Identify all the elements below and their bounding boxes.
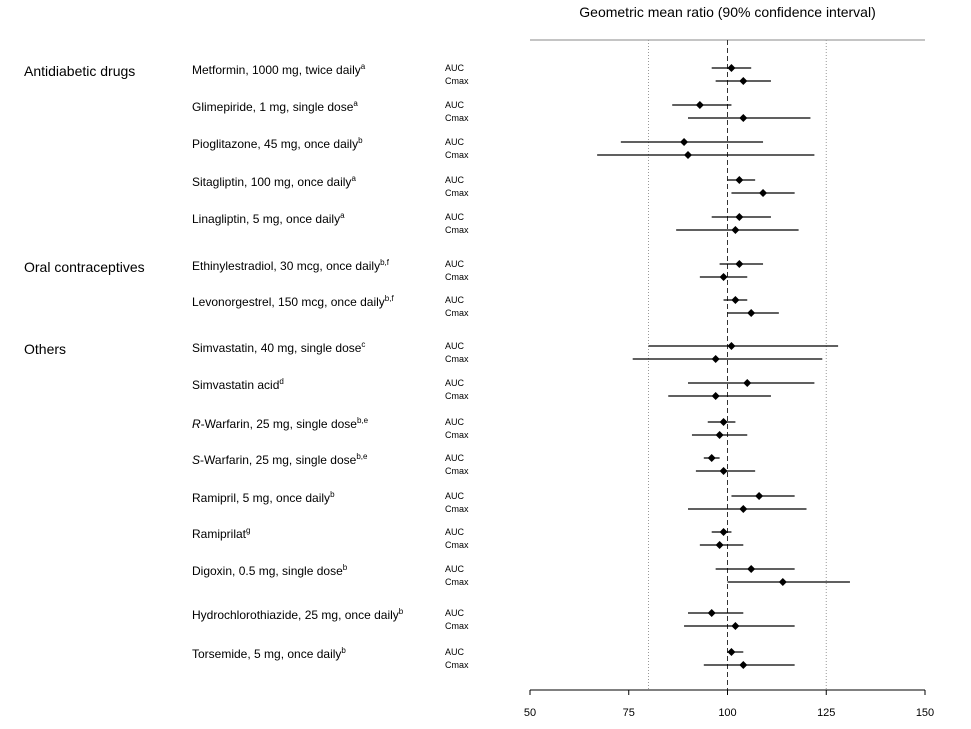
point-estimate-auc	[695, 101, 704, 109]
drug-label: Hydrochlorothiazide, 25 mg, once dailyb	[192, 607, 404, 622]
point-estimate-cmax	[731, 226, 740, 234]
point-estimate-cmax	[715, 431, 724, 439]
point-estimate-auc	[747, 565, 756, 573]
group-label: Others	[24, 341, 66, 357]
measure-label-cmax: Cmax	[445, 504, 469, 514]
measure-label-auc: AUC	[445, 564, 465, 574]
measure-label-auc: AUC	[445, 295, 465, 305]
point-estimate-auc	[735, 176, 744, 184]
drug-label: S-Warfarin, 25 mg, single doseb,e	[192, 452, 368, 467]
measure-label-auc: AUC	[445, 63, 465, 73]
measure-label-cmax: Cmax	[445, 188, 469, 198]
point-estimate-cmax	[739, 114, 748, 122]
point-estimate-auc	[735, 260, 744, 268]
drug-label: Linagliptin, 5 mg, once dailya	[192, 211, 345, 226]
measure-label-auc: AUC	[445, 259, 465, 269]
point-estimate-auc	[707, 609, 716, 617]
point-estimate-auc	[727, 648, 736, 656]
measure-label-cmax: Cmax	[445, 76, 469, 86]
point-estimate-cmax	[719, 273, 728, 281]
point-estimate-auc	[680, 138, 689, 146]
point-estimate-cmax	[719, 467, 728, 475]
point-estimate-cmax	[684, 151, 692, 159]
measure-label-cmax: Cmax	[445, 113, 469, 123]
group-label: Oral contraceptives	[24, 259, 145, 275]
measure-label-auc: AUC	[445, 647, 465, 657]
x-tick-label: 75	[623, 707, 635, 719]
point-estimate-cmax	[715, 541, 724, 549]
measure-label-cmax: Cmax	[445, 391, 469, 401]
point-estimate-auc	[707, 454, 716, 462]
drug-label: Ramipril, 5 mg, once dailyb	[192, 490, 335, 505]
x-tick-label: 50	[524, 707, 536, 719]
group-label: Antidiabetic drugs	[24, 63, 135, 79]
drug-label: Simvastatin, 40 mg, single dosec	[192, 340, 365, 355]
drug-label: Simvastatin acidd	[192, 377, 284, 392]
measure-label-auc: AUC	[445, 100, 465, 110]
point-estimate-auc	[727, 64, 736, 72]
drug-label: Levonorgestrel, 150 mcg, once dailyb,f	[192, 294, 394, 309]
measure-label-auc: AUC	[445, 341, 465, 351]
measure-label-auc: AUC	[445, 491, 465, 501]
drug-label: R-Warfarin, 25 mg, single doseb,e	[192, 416, 369, 431]
measure-label-auc: AUC	[445, 212, 465, 222]
point-estimate-cmax	[739, 661, 748, 669]
measure-label-cmax: Cmax	[445, 225, 469, 235]
drug-label: Metformin, 1000 mg, twice dailya	[192, 62, 366, 77]
x-tick-label: 100	[718, 707, 736, 719]
measure-label-auc: AUC	[445, 453, 465, 463]
measure-label-cmax: Cmax	[445, 466, 469, 476]
point-estimate-auc	[719, 528, 728, 536]
point-estimate-cmax	[747, 309, 756, 317]
point-estimate-cmax	[711, 392, 720, 400]
point-estimate-auc	[727, 342, 736, 350]
drug-label: Sitagliptin, 100 mg, once dailya	[192, 174, 356, 189]
drug-label: Glimepiride, 1 mg, single dosea	[192, 99, 358, 114]
measure-label-cmax: Cmax	[445, 308, 469, 318]
point-estimate-auc	[735, 213, 744, 221]
drug-label: Ethinylestradiol, 30 mcg, once dailyb,f	[192, 258, 390, 273]
point-estimate-auc	[731, 296, 740, 304]
measure-label-auc: AUC	[445, 137, 465, 147]
point-estimate-auc	[755, 492, 764, 500]
point-estimate-cmax	[739, 505, 748, 513]
drug-label: Pioglitazone, 45 mg, once dailyb	[192, 136, 363, 151]
measure-label-cmax: Cmax	[445, 540, 469, 550]
point-estimate-cmax	[778, 578, 787, 586]
x-tick-label: 150	[916, 707, 934, 719]
point-estimate-cmax	[711, 355, 720, 363]
measure-label-cmax: Cmax	[445, 272, 469, 282]
measure-label-cmax: Cmax	[445, 577, 469, 587]
measure-label-auc: AUC	[445, 417, 465, 427]
measure-label-cmax: Cmax	[445, 621, 469, 631]
measure-label-cmax: Cmax	[445, 660, 469, 670]
measure-label-auc: AUC	[445, 175, 465, 185]
measure-label-cmax: Cmax	[445, 430, 469, 440]
drug-label: Ramiprilatg	[192, 526, 250, 541]
measure-label-cmax: Cmax	[445, 150, 469, 160]
point-estimate-auc	[719, 418, 728, 426]
x-tick-label: 125	[817, 707, 835, 719]
point-estimate-cmax	[759, 189, 768, 197]
point-estimate-auc	[743, 379, 752, 387]
drug-label: Digoxin, 0.5 mg, single doseb	[192, 563, 348, 578]
drug-label: Torsemide, 5 mg, once dailyb	[192, 646, 346, 661]
point-estimate-cmax	[731, 622, 740, 630]
chart-title: Geometric mean ratio (90% confidence int…	[579, 4, 875, 20]
point-estimate-cmax	[739, 77, 748, 85]
measure-label-auc: AUC	[445, 608, 465, 618]
measure-label-auc: AUC	[445, 527, 465, 537]
measure-label-cmax: Cmax	[445, 354, 469, 364]
measure-label-auc: AUC	[445, 378, 465, 388]
